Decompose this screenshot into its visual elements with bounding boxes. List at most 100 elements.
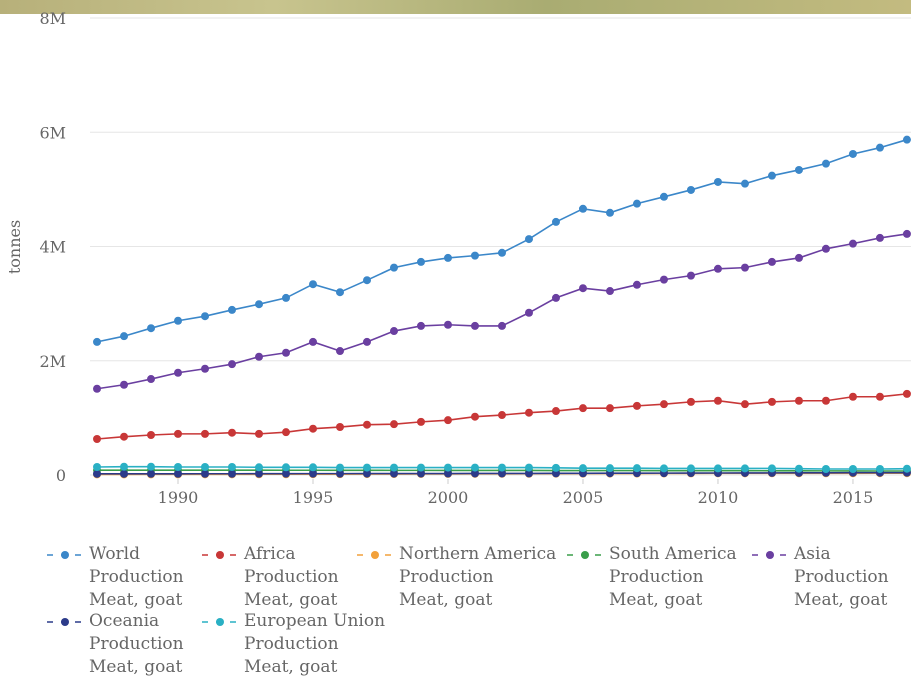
x-tick-label: 2010 bbox=[698, 488, 739, 507]
data-point bbox=[875, 143, 884, 152]
data-point bbox=[389, 327, 398, 336]
data-point bbox=[767, 171, 776, 180]
data-point bbox=[309, 337, 318, 346]
data-point bbox=[578, 284, 587, 293]
data-point bbox=[362, 469, 371, 478]
data-point bbox=[416, 257, 425, 266]
data-point bbox=[416, 417, 425, 426]
legend-item[interactable]: Africa Production Meat, goat bbox=[200, 543, 339, 612]
data-point bbox=[282, 428, 291, 437]
data-point bbox=[551, 217, 560, 226]
data-point bbox=[551, 293, 560, 302]
data-point bbox=[416, 469, 425, 478]
data-point bbox=[443, 253, 452, 262]
data-point bbox=[389, 463, 398, 472]
data-point bbox=[632, 280, 641, 289]
legend-dot bbox=[216, 551, 224, 559]
data-point bbox=[416, 321, 425, 330]
data-point bbox=[686, 397, 695, 406]
legend-label: Northern America Production Meat, goat bbox=[399, 544, 557, 610]
data-point bbox=[120, 332, 129, 341]
data-point bbox=[821, 159, 830, 168]
legend-item[interactable]: South America Production Meat, goat bbox=[565, 543, 737, 612]
legend-label: Oceania Production Meat, goat bbox=[89, 611, 184, 677]
data-point bbox=[524, 469, 533, 478]
data-point bbox=[309, 424, 318, 433]
data-point bbox=[174, 316, 183, 325]
data-point bbox=[228, 469, 237, 478]
data-point bbox=[902, 229, 911, 238]
data-point bbox=[228, 428, 237, 437]
data-point bbox=[147, 324, 156, 333]
data-point bbox=[578, 404, 587, 413]
x-tick-label: 1990 bbox=[158, 488, 199, 507]
data-point bbox=[174, 463, 183, 472]
data-point bbox=[201, 364, 210, 373]
data-point bbox=[416, 463, 425, 472]
data-point bbox=[821, 396, 830, 405]
data-point bbox=[740, 464, 749, 473]
legend-dot bbox=[766, 551, 774, 559]
data-point bbox=[335, 288, 344, 297]
legend-item[interactable]: World Production Meat, goat bbox=[45, 543, 184, 612]
x-tick-label: 2005 bbox=[563, 488, 604, 507]
data-point bbox=[443, 463, 452, 472]
data-point bbox=[632, 401, 641, 410]
data-point bbox=[362, 337, 371, 346]
data-point bbox=[875, 392, 884, 401]
data-point bbox=[632, 199, 641, 208]
legend-item[interactable]: Oceania Production Meat, goat bbox=[45, 610, 184, 679]
data-point bbox=[147, 469, 156, 478]
legend-dot bbox=[61, 551, 69, 559]
data-point bbox=[93, 463, 102, 472]
data-point bbox=[875, 465, 884, 474]
data-point bbox=[497, 469, 506, 478]
data-point bbox=[335, 463, 344, 472]
data-point bbox=[902, 389, 911, 398]
legend-label: European Union Production Meat, goat bbox=[244, 611, 386, 677]
data-point bbox=[389, 469, 398, 478]
data-point bbox=[255, 352, 264, 361]
data-point bbox=[767, 397, 776, 406]
legend-dot bbox=[216, 618, 224, 626]
data-point bbox=[497, 248, 506, 257]
data-point bbox=[767, 257, 776, 266]
data-point bbox=[524, 235, 533, 244]
data-point bbox=[389, 420, 398, 429]
legend-item[interactable]: Northern America Production Meat, goat bbox=[355, 543, 556, 612]
data-point bbox=[659, 464, 668, 473]
data-point bbox=[605, 404, 614, 413]
data-point bbox=[470, 251, 479, 260]
legend-marker bbox=[567, 551, 603, 559]
data-point bbox=[282, 469, 291, 478]
legend-item[interactable]: Asia Production Meat, goat bbox=[750, 543, 889, 612]
data-point bbox=[93, 435, 102, 444]
data-point bbox=[848, 239, 857, 248]
data-point bbox=[794, 253, 803, 262]
legend-marker bbox=[202, 551, 238, 559]
data-point bbox=[147, 462, 156, 471]
data-point bbox=[120, 432, 129, 441]
data-point bbox=[605, 287, 614, 296]
data-point bbox=[821, 465, 830, 474]
data-point bbox=[578, 204, 587, 213]
data-point bbox=[282, 463, 291, 472]
data-point bbox=[470, 412, 479, 421]
data-point bbox=[686, 271, 695, 280]
data-point bbox=[335, 423, 344, 432]
data-point bbox=[120, 469, 129, 478]
data-point bbox=[632, 464, 641, 473]
data-point bbox=[147, 431, 156, 440]
data-point bbox=[875, 233, 884, 242]
data-point bbox=[497, 411, 506, 420]
y-axis-label: tonnes bbox=[5, 220, 24, 274]
y-tick-label: 4M bbox=[39, 238, 66, 257]
data-point bbox=[362, 420, 371, 429]
legend-item[interactable]: European Union Production Meat, goat bbox=[200, 610, 385, 679]
data-point bbox=[335, 469, 344, 478]
data-point bbox=[443, 416, 452, 425]
data-point bbox=[902, 464, 911, 473]
x-tick-label: 2015 bbox=[833, 488, 874, 507]
